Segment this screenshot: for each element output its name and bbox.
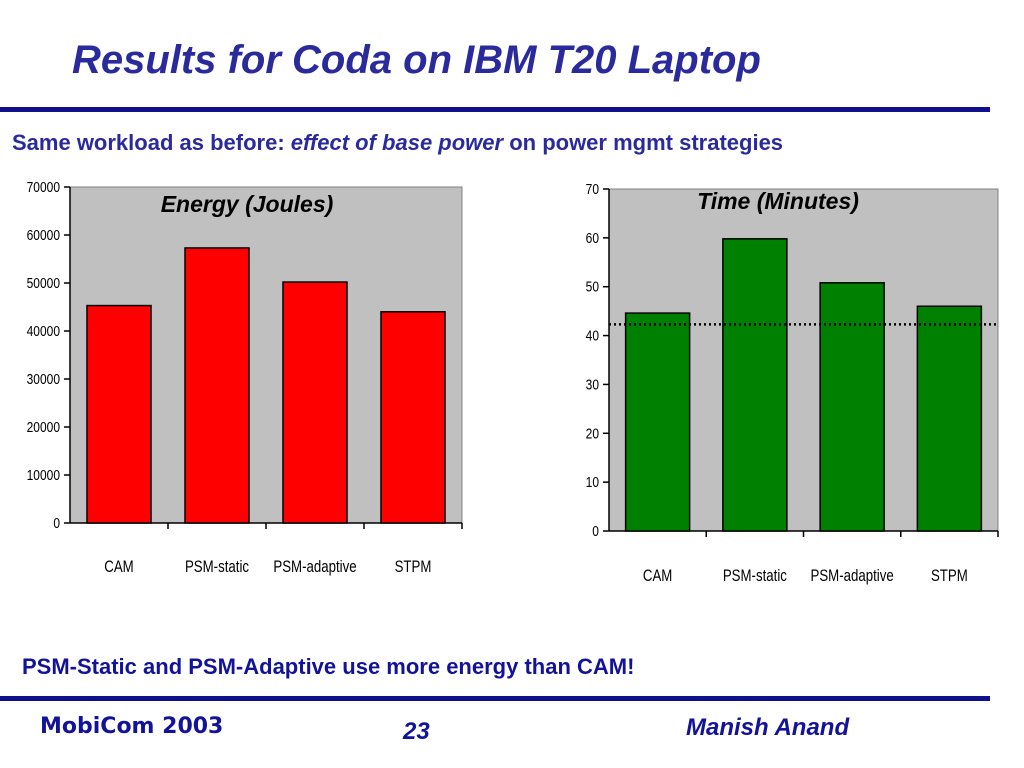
- energy-bar: [282, 281, 348, 524]
- time-bar: [819, 282, 885, 532]
- charts-canvas: 0 10000 20000 30000 40000 50000 60000 70000 CAM P…: [27, 179, 999, 586]
- energy-bar: [184, 247, 250, 524]
- bottom-note: PSM-Static and PSM-Adaptive use more ene…: [22, 654, 635, 679]
- footer-divider: [0, 696, 990, 701]
- subtitle-suffix: on power mgmt strategies: [503, 130, 784, 155]
- footer-conference: MobiCom 2003: [40, 714, 224, 739]
- energy-chart-title: Energy (Joules): [161, 191, 334, 217]
- energy-y-tick-label: 40000: [27, 323, 61, 340]
- time-bar: [916, 305, 983, 532]
- time-y-tick-label: 50: [586, 278, 600, 295]
- title-divider: [0, 107, 990, 112]
- slide-subtitle: Same workload as before: effect of base …: [12, 130, 783, 156]
- time-chart-title: Time (Minutes): [697, 188, 859, 214]
- time-category-label: STPM: [931, 567, 968, 586]
- time-bar: [624, 312, 691, 532]
- energy-category-label: STPM: [395, 558, 432, 577]
- time-y-tick-label: 20: [586, 425, 600, 442]
- time-category-label: PSM-static: [723, 567, 787, 586]
- energy-y-tick-label: 50000: [27, 275, 61, 292]
- energy-bar: [86, 304, 152, 524]
- time-y-tick-label: 60: [586, 230, 600, 247]
- time-bar: [722, 238, 788, 532]
- time-category-label: PSM-adaptive: [811, 567, 894, 586]
- time-y-tick-label: 30: [586, 376, 600, 393]
- energy-y-tick-label: 70000: [27, 179, 61, 196]
- energy-y-tick-label: 10000: [27, 467, 61, 484]
- energy-bar: [380, 311, 446, 524]
- slide-title: Results for Coda on IBM T20 Laptop: [72, 38, 761, 82]
- subtitle-emphasis: effect of base power: [290, 130, 504, 155]
- time-y-tick-label: 0: [592, 523, 599, 540]
- time-y-tick-label: 40: [586, 327, 600, 344]
- page-number: 23: [403, 718, 430, 745]
- energy-category-label: PSM-adaptive: [273, 558, 356, 577]
- energy-category-label: CAM: [104, 558, 133, 577]
- energy-y-tick-label: 20000: [27, 419, 61, 436]
- energy-y-tick-label: 0: [53, 515, 60, 532]
- energy-category-label: PSM-static: [185, 558, 249, 577]
- time-category-label: CAM: [643, 567, 672, 586]
- energy-y-tick-label: 30000: [27, 371, 61, 388]
- footer-author: Manish Anand: [686, 714, 850, 741]
- time-y-tick-label: 70: [586, 181, 600, 198]
- energy-y-tick-label: 60000: [27, 227, 61, 244]
- subtitle-prefix: Same workload as before:: [12, 130, 291, 155]
- time-y-tick-label: 10: [586, 474, 600, 491]
